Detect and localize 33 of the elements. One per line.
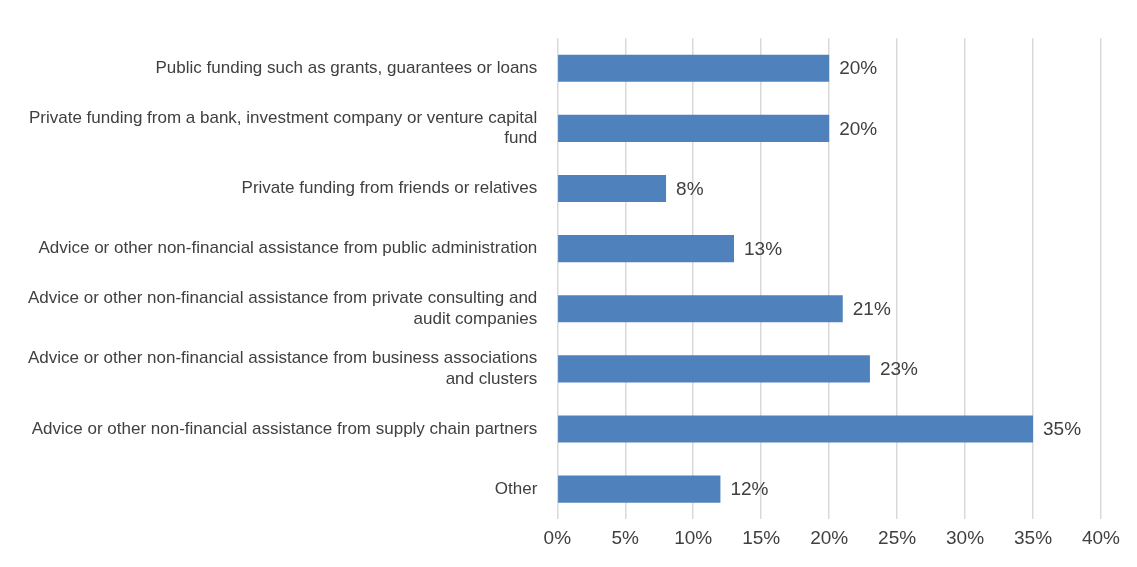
- y-tick-label: Advice or other non-financial assistance from business associations and clusters: [28, 348, 538, 388]
- x-tick-label: 30%: [946, 526, 985, 548]
- data-label: 12%: [730, 478, 769, 500]
- data-label: 23%: [879, 358, 919, 380]
- x-tick-label: 15%: [742, 526, 781, 548]
- y-tick-label: Advice or other non-financial assistance from public administration: [38, 238, 538, 258]
- x-tick-label: 35%: [1014, 526, 1053, 548]
- bar: [558, 295, 843, 323]
- x-tick-label: 25%: [878, 526, 917, 548]
- bar: [558, 475, 721, 503]
- y-tick-label: Private funding from friends or relatives: [241, 178, 538, 198]
- data-label: 13%: [744, 237, 783, 259]
- y-tick-label: Other: [494, 478, 538, 498]
- x-tick-label: 20%: [810, 526, 849, 548]
- bar: [558, 54, 830, 82]
- data-label: 20%: [839, 117, 878, 139]
- data-label: 20%: [839, 57, 878, 79]
- y-tick-label: Private funding from a bank, investment company or venture capital fund: [28, 107, 538, 148]
- bar: [558, 355, 870, 383]
- x-tick-label: 10%: [674, 526, 713, 548]
- data-label: 35%: [1043, 418, 1082, 440]
- y-tick-label: Public funding such as grants, guarantees or loans: [155, 57, 538, 77]
- x-tick-label: 40%: [1081, 526, 1121, 548]
- bar: [558, 114, 830, 142]
- y-tick-label: Advice or other non-financial assistance from private consulting and audit companies: [28, 288, 538, 328]
- data-label: 8%: [676, 177, 704, 199]
- x-tick-label: 5%: [611, 526, 640, 548]
- bar: [558, 174, 667, 203]
- data-label: 21%: [852, 298, 891, 319]
- x-tick-label: 0%: [543, 526, 572, 548]
- bar: [558, 235, 735, 263]
- bar: [558, 415, 1034, 443]
- y-tick-label: Advice or other non-financial assistance from supply chain partners: [31, 418, 538, 438]
